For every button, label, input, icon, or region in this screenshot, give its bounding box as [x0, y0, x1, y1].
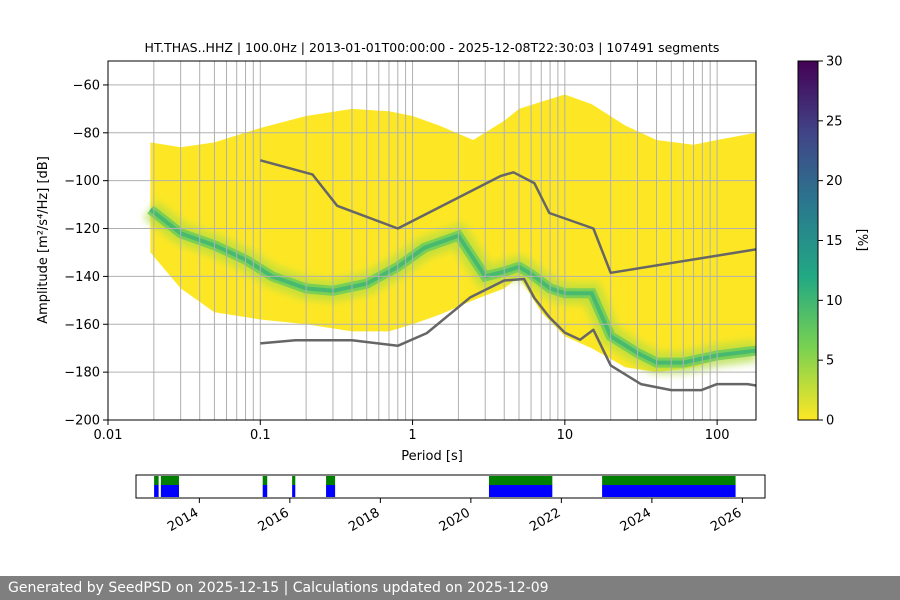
timeline-frame: [135, 474, 766, 499]
y-tick-label: −140: [64, 270, 100, 285]
timeline-bar-lower: [292, 485, 296, 497]
timeline-bar-lower: [160, 485, 179, 497]
data-availability-timeline: 2014 2016 2018 2020 2022 2024 2026: [135, 474, 766, 535]
x-axis-label: Period [s]: [401, 449, 463, 464]
y-tick-label: −60: [73, 78, 100, 93]
timeline-bar-lower: [488, 485, 553, 497]
y-tick-label: −160: [64, 318, 100, 333]
timeline-axis: 2014 2016 2018 2020 2022 2024 2026: [165, 498, 744, 535]
colorbar-tick-label: 20: [826, 174, 843, 189]
timeline-tick-label: 2024: [618, 505, 654, 535]
timeline-bar-upper: [292, 476, 296, 485]
x-tick-label: 0.1: [250, 428, 271, 443]
footer: Generated by SeedPSD on 2025-12-15 | Cal…: [0, 576, 900, 600]
colorbar-tick-label: 0: [826, 414, 834, 429]
grid: [108, 61, 756, 420]
y-tick-label: −80: [73, 126, 100, 141]
density-mode-peak: [149, 207, 756, 365]
y-tick-label: −200: [64, 414, 100, 429]
colorbar-tick-label: 10: [826, 294, 843, 309]
timeline-bar-lower: [326, 485, 336, 497]
timeline-bar-lower: [154, 485, 159, 497]
x-tick-label: 1: [408, 428, 416, 443]
timeline-bar-upper: [602, 476, 736, 485]
y-tick-label: −180: [64, 366, 100, 381]
timeline-tick-label: 2014: [165, 505, 201, 535]
timeline-tick-label: 2020: [437, 505, 473, 535]
noise-model-curves: [259, 159, 756, 392]
timeline-bar-upper: [326, 476, 336, 485]
timeline-bar-lower: [262, 485, 268, 497]
colorbar-tick-label: 15: [826, 234, 843, 249]
colorbar: [797, 60, 819, 421]
timeline-bars: [154, 476, 736, 497]
y-axis: −60 −80 −100 −120 −140 −160 −180 −200: [64, 78, 108, 429]
timeline-bar-upper: [154, 476, 159, 485]
timeline-tick-label: 2016: [256, 505, 292, 535]
colorbar-ticks: 0 5 10 15 20 25 30: [818, 55, 843, 429]
noise-model-low: [260, 277, 756, 392]
timeline-tick-label: 2022: [527, 505, 563, 535]
x-axis: 0.01 0.1 1 10 100: [94, 420, 730, 443]
timeline-tick-label: 2026: [708, 505, 744, 535]
timeline-tick-label: 2018: [346, 505, 382, 535]
timeline-bar-upper: [160, 476, 179, 485]
colorbar-tick-label: 30: [826, 55, 843, 70]
colorbar-tick-label: 5: [826, 354, 834, 369]
y-axis-label: Amplitude [m²/s⁴/Hz] [dB]: [36, 156, 51, 324]
y-tick-label: −120: [64, 222, 100, 237]
x-tick-label: 0.01: [94, 428, 123, 443]
timeline-bar-upper: [488, 476, 553, 485]
x-tick-label: 10: [557, 428, 574, 443]
colorbar-tick-label: 25: [826, 114, 843, 129]
psd-heatmap: [108, 61, 756, 420]
y-tick-label: −100: [64, 174, 100, 189]
colorbar-label: [%]: [854, 229, 869, 252]
psd-figure: HT.THAS..HHZ | 100.0Hz | 2013-01-01T00:0…: [36, 40, 869, 535]
x-tick-label: 100: [705, 428, 730, 443]
timeline-bar-lower: [602, 485, 736, 497]
timeline-bar-upper: [262, 476, 268, 485]
noise-model-high: [259, 159, 756, 275]
plot-frame: [107, 60, 757, 421]
chart-title: HT.THAS..HHZ | 100.0Hz | 2013-01-01T00:0…: [145, 40, 720, 55]
